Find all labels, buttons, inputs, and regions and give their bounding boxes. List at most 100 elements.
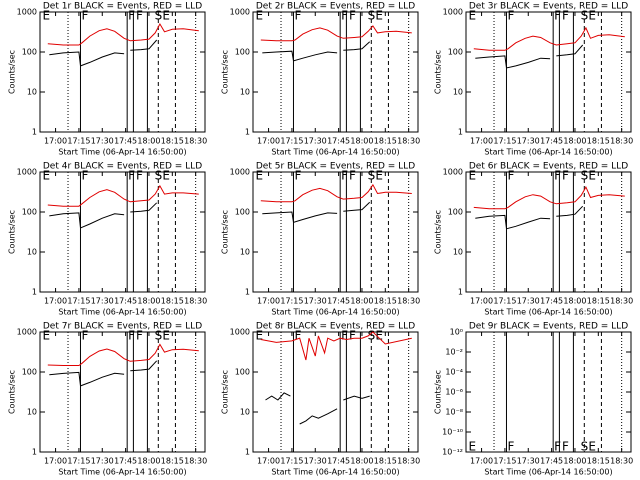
event-label: F — [562, 8, 569, 22]
y-tick-label: 1000 — [230, 8, 250, 17]
event-label: F — [562, 168, 569, 182]
series-line — [475, 205, 584, 230]
x-tick-label: 17:15 — [493, 457, 516, 466]
x-axis-label: Start Time (06-Apr-14 16:50:00) — [484, 148, 612, 157]
x-tick-label: 17:15 — [67, 297, 90, 306]
panel: Det 5r BLACK = Events, RED = LLD Start Ti… — [221, 162, 421, 317]
event-label: S — [368, 328, 376, 342]
event-label: F — [128, 168, 135, 182]
x-tick-label: 17:00 — [44, 137, 67, 146]
x-tick-label: 17:15 — [67, 137, 90, 146]
panel: Det 4r BLACK = Events, RED = LLD Start Ti… — [8, 162, 208, 317]
x-tick-label: 18:00 — [137, 297, 160, 306]
x-tick-label: 18:30 — [610, 457, 633, 466]
x-tick-label: 17:45 — [114, 137, 137, 146]
panel: Det 6r BLACK = Events, RED = LLD Start Ti… — [434, 162, 634, 317]
event-label: E — [469, 8, 477, 22]
event-label: F — [554, 8, 561, 22]
x-tick-label: 18:15 — [161, 297, 184, 306]
y-axis-label: Counts/sec — [221, 370, 230, 414]
event-label: E — [375, 8, 383, 22]
plot-frame — [465, 171, 632, 293]
event-label: E — [162, 168, 170, 182]
y-tick-label: 100 — [22, 208, 37, 217]
panel: Det 2r BLACK = Events, RED = LLD Start Ti… — [221, 2, 421, 157]
x-tick-label: 18:00 — [563, 297, 586, 306]
panel-title: Det 6r BLACK = Events, RED = LLD — [469, 162, 628, 172]
x-tick-label: 17:15 — [493, 137, 516, 146]
x-tick-label: 17:00 — [257, 137, 280, 146]
y-tick-label: 10⁻⁸ — [445, 408, 463, 417]
panel-title: Det 9r BLACK = Events, RED = LLD — [469, 322, 628, 332]
x-tick-label: 17:30 — [91, 137, 114, 146]
event-label: S — [581, 8, 589, 22]
x-tick-label: 18:30 — [184, 457, 207, 466]
event-label: F — [341, 8, 348, 22]
plot-frame — [39, 11, 206, 133]
panel: Det 7r BLACK = Events, RED = LLD Start Ti… — [8, 322, 208, 477]
x-tick-label: 17:45 — [540, 457, 563, 466]
x-tick-label: 17:30 — [517, 457, 540, 466]
x-axis-label: Start Time (06-Apr-14 16:50:00) — [271, 308, 399, 317]
series-line — [49, 39, 158, 67]
x-tick-label: 18:00 — [350, 297, 373, 306]
y-tick-label: 1 — [32, 128, 37, 137]
event-label: F — [507, 8, 514, 22]
event-label: F — [349, 168, 356, 182]
y-tick-label: 10 — [240, 248, 250, 257]
x-tick-label: 17:30 — [517, 137, 540, 146]
event-label: F — [81, 328, 88, 342]
series-line — [473, 26, 625, 51]
event-label: F — [294, 8, 301, 22]
x-tick-label: 17:15 — [280, 297, 303, 306]
event-label: E — [256, 168, 264, 182]
event-label: E — [588, 8, 596, 22]
event-label: F — [341, 168, 348, 182]
y-tick-label: 100 — [448, 48, 463, 57]
x-tick-label: 17:00 — [470, 137, 493, 146]
y-tick-label: 1 — [245, 448, 250, 457]
y-tick-label: 1000 — [17, 328, 37, 337]
y-tick-label: 10 — [240, 88, 250, 97]
x-tick-label: 17:15 — [280, 457, 303, 466]
series-line — [260, 25, 412, 42]
x-tick-label: 18:30 — [397, 457, 420, 466]
event-label: E — [43, 8, 51, 22]
panel-title: Det 7r BLACK = Events, RED = LLD — [43, 322, 202, 332]
x-tick-label: 17:30 — [91, 297, 114, 306]
y-axis-label: Counts/sec — [434, 50, 443, 94]
x-tick-label: 17:15 — [67, 457, 90, 466]
x-tick-label: 18:00 — [563, 457, 586, 466]
y-tick-label: 100 — [22, 368, 37, 377]
event-label: F — [294, 168, 301, 182]
x-tick-label: 18:15 — [374, 457, 397, 466]
x-axis-label: Start Time (06-Apr-14 16:50:00) — [484, 308, 612, 317]
panel-title: Det 8r BLACK = Events, RED = LLD — [256, 322, 415, 332]
x-axis-label: Start Time (06-Apr-14 16:50:00) — [58, 308, 186, 317]
x-tick-label: 18:15 — [161, 457, 184, 466]
x-tick-label: 17:00 — [44, 297, 67, 306]
event-label: F — [128, 8, 135, 22]
x-tick-label: 17:45 — [540, 137, 563, 146]
y-tick-label: 1000 — [230, 328, 250, 337]
x-tick-label: 18:15 — [374, 297, 397, 306]
panel: Det 1r BLACK = Events, RED = LLD Start Ti… — [8, 2, 208, 157]
y-tick-label: 1000 — [17, 8, 37, 17]
y-tick-label: 100 — [448, 208, 463, 217]
x-tick-label: 17:45 — [327, 457, 350, 466]
y-tick-label: 1000 — [443, 8, 463, 17]
x-tick-label: 18:30 — [184, 297, 207, 306]
series-line — [47, 184, 199, 207]
x-tick-label: 17:45 — [327, 137, 350, 146]
x-tick-label: 17:30 — [304, 137, 327, 146]
panel: Det 3r BLACK = Events, RED = LLD Start Ti… — [434, 2, 634, 157]
series-line — [475, 44, 584, 69]
y-axis-label: Counts/sec — [221, 210, 230, 254]
series-line — [49, 360, 158, 387]
y-tick-label: 1000 — [443, 168, 463, 177]
x-tick-label: 18:15 — [587, 137, 610, 146]
y-tick-label: 100 — [22, 48, 37, 57]
event-label: E — [43, 328, 51, 342]
series-line — [47, 22, 199, 46]
series-line — [262, 201, 371, 224]
